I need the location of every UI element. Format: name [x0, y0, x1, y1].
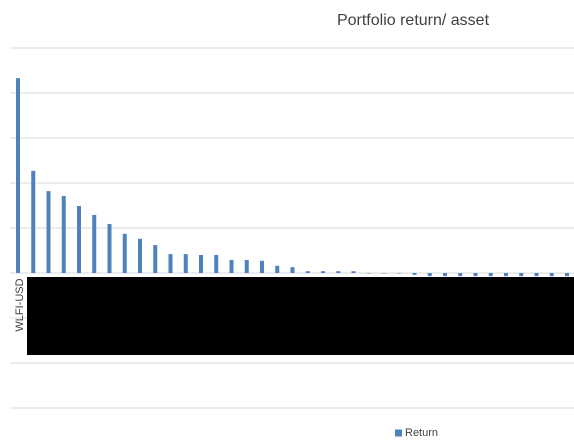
- x-tick-label: WLFI-USD: [14, 278, 26, 331]
- bar: [488, 273, 493, 277]
- bar: [397, 273, 402, 274]
- bar: [549, 273, 554, 277]
- bar: [229, 259, 234, 273]
- bar: [382, 273, 386, 274]
- bar: [519, 273, 524, 277]
- bar: [46, 191, 51, 273]
- bar: [336, 271, 341, 273]
- bar: [275, 265, 280, 273]
- bar: [61, 196, 66, 273]
- bar: [122, 233, 127, 273]
- legend-label: Return: [405, 427, 438, 439]
- bar: [92, 214, 97, 273]
- bar: [504, 273, 508, 277]
- bar: [183, 254, 188, 273]
- bar: [443, 273, 447, 277]
- bar: [168, 254, 173, 273]
- redaction: [27, 277, 574, 355]
- bar: [244, 259, 249, 273]
- bar: [214, 255, 219, 273]
- bar: [153, 245, 158, 273]
- bar: [16, 78, 20, 274]
- bar: [138, 238, 142, 273]
- bar: [321, 271, 325, 273]
- bar: [199, 255, 203, 273]
- bar: [534, 273, 539, 277]
- bar: [107, 223, 112, 273]
- bar: [473, 273, 478, 277]
- chart-title: Portfolio return/ asset: [337, 12, 490, 29]
- bar: [366, 273, 371, 274]
- bar: [31, 170, 36, 273]
- bar: [351, 271, 356, 273]
- bar: [305, 271, 310, 273]
- bar: [565, 273, 569, 277]
- bar: [412, 273, 417, 275]
- bar: [77, 205, 81, 273]
- bar: [427, 273, 432, 277]
- bar: [290, 267, 295, 273]
- bar: [260, 260, 264, 273]
- legend-swatch: [395, 429, 402, 437]
- bar: [458, 273, 463, 277]
